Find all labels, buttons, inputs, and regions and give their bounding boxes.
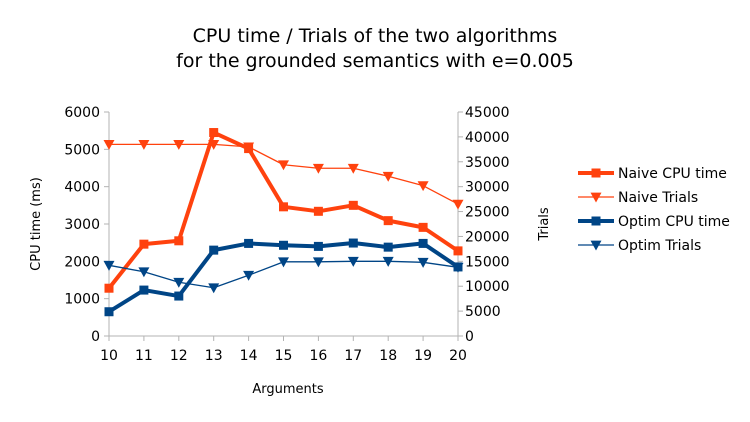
legend-marker-naive-cpu-time xyxy=(591,168,601,178)
naive-trials-point xyxy=(417,181,429,192)
chart-title-line-2: for the grounded semantics with e=0.005 xyxy=(176,50,574,72)
naive-trials-point xyxy=(138,139,150,150)
axes-group: 0 1000 2000 3000 4000 5000 6000 0 5000 10000 15000… xyxy=(64,105,509,364)
optim-cpu-time-point xyxy=(348,238,358,248)
naive-trials-point xyxy=(312,163,324,174)
x-tick-label: 16 xyxy=(309,348,327,364)
y-right-tick-label: 45000 xyxy=(465,105,510,121)
naive-cpu-time-point xyxy=(313,206,323,216)
y-left-tick-label: 0 xyxy=(91,329,100,345)
y-right-tick-label: 15000 xyxy=(465,254,510,270)
y-axis-right-label: Trials xyxy=(537,207,552,242)
x-tick-label: 14 xyxy=(240,348,258,364)
y-right-tick-label: 0 xyxy=(465,329,474,345)
legend-marker-optim-cpu-time xyxy=(591,216,601,226)
optim-trials-point xyxy=(347,256,359,267)
naive-trials-point xyxy=(278,160,289,171)
naive-cpu-time-point xyxy=(383,216,393,226)
y-axis-left-label: CPU time (ms) xyxy=(29,177,44,271)
x-tick-label: 18 xyxy=(379,348,397,364)
naive-trials-point xyxy=(173,139,185,150)
optim-trials-point xyxy=(452,262,464,273)
legend-marker-optim-trials xyxy=(590,240,602,251)
optim-cpu-time-point xyxy=(279,240,288,250)
optim-cpu-time-point xyxy=(174,291,184,301)
y-right-tick-label: 10000 xyxy=(465,279,510,295)
x-tick-label: 11 xyxy=(135,348,153,364)
optim-cpu-time-point xyxy=(139,285,149,295)
optim-trials-point xyxy=(208,283,220,294)
y-left-tick-label: 5000 xyxy=(64,142,100,158)
naive-cpu-time-point xyxy=(209,128,219,138)
optim-trials-point xyxy=(173,277,185,288)
legend-label-naive-cpu-time: Naive CPU time xyxy=(618,166,727,182)
legend-label-optim-cpu-time: Optim CPU time xyxy=(618,214,730,230)
naive-cpu-time-point xyxy=(348,200,358,210)
optim-trials-point xyxy=(243,270,255,281)
x-tick-label: 13 xyxy=(205,348,223,364)
naive-cpu-time-point xyxy=(453,246,463,256)
optim-trials-point xyxy=(103,260,115,271)
x-tick-label: 10 xyxy=(100,348,118,364)
legend-label-optim-trials: Optim Trials xyxy=(618,238,701,254)
naive-trials-point xyxy=(243,142,255,153)
optim-trials-point xyxy=(138,267,150,278)
chart-title-line-1: CPU time / Trials of the two algorithms xyxy=(193,25,558,47)
y-left-tick-label: 6000 xyxy=(64,105,100,121)
optim-trials-point xyxy=(312,257,324,268)
x-tick-label: 20 xyxy=(449,348,467,364)
naive-cpu-time-point xyxy=(104,283,114,293)
naive-cpu-time-point xyxy=(174,236,184,246)
optim-cpu-time-point xyxy=(104,307,114,317)
legend-marker-naive-trials xyxy=(590,192,602,203)
series-group xyxy=(103,128,464,317)
optim-trials-point xyxy=(417,257,429,268)
naive-trials-point xyxy=(103,139,115,150)
y-right-tick-label: 30000 xyxy=(465,180,510,196)
optim-trials-point xyxy=(382,256,394,267)
y-right-tick-label: 5000 xyxy=(465,304,501,320)
naive-trials-line xyxy=(109,143,459,205)
naive-trials-point xyxy=(382,171,394,182)
y-left-tick-label: 4000 xyxy=(64,180,100,196)
y-left-tick-label: 3000 xyxy=(64,217,100,233)
y-left-tick-label: 2000 xyxy=(64,254,100,270)
y-right-tick-label: 35000 xyxy=(465,155,510,171)
x-tick-label: 15 xyxy=(275,348,293,364)
y-left-tick-label: 1000 xyxy=(64,292,100,308)
y-right-tick-label: 20000 xyxy=(465,229,510,245)
x-tick-label: 17 xyxy=(344,348,362,364)
naive-cpu-time-point xyxy=(279,202,288,212)
optim-cpu-time-point xyxy=(418,238,428,248)
naive-trials-point xyxy=(347,163,359,174)
optim-cpu-time-point xyxy=(313,241,323,251)
x-axis-label: Arguments xyxy=(252,382,323,397)
legend: Naive CPU time Naive Trials Optim CPU time… xyxy=(578,166,730,254)
naive-cpu-time-point xyxy=(139,239,149,249)
naive-trials-point xyxy=(208,139,220,150)
optim-cpu-time-point xyxy=(383,242,393,252)
x-tick-label: 12 xyxy=(170,348,188,364)
optim-cpu-time-point xyxy=(244,238,254,248)
x-tick-label: 19 xyxy=(414,348,432,364)
naive-cpu-time-point xyxy=(418,222,428,232)
y-right-tick-label: 25000 xyxy=(465,205,510,221)
y-right-tick-label: 40000 xyxy=(465,130,510,146)
naive-trials-point xyxy=(452,199,464,210)
legend-label-naive-trials: Naive Trials xyxy=(618,190,698,206)
optim-trials-point xyxy=(278,257,289,268)
optim-cpu-time-point xyxy=(209,245,219,255)
